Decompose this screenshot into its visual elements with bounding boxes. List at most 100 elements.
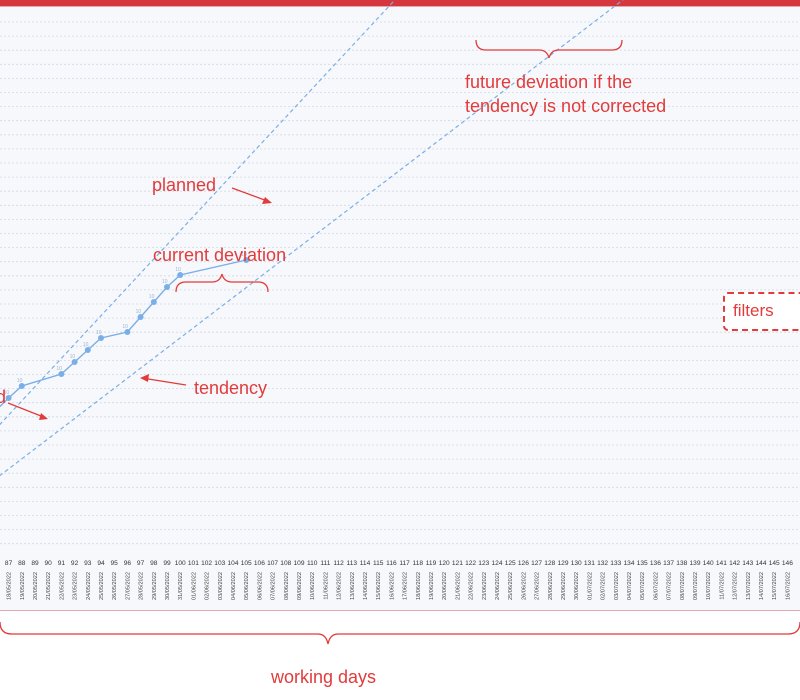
left-arrowhead: [39, 413, 48, 420]
future-deviation-line1: future deviation if the: [465, 72, 632, 92]
x-tick-label: 129: [557, 560, 568, 567]
data-point-label: 10: [70, 354, 76, 360]
x-date-label: 07/06/2022: [271, 572, 277, 600]
x-date-label: 06/07/2022: [653, 572, 659, 600]
tendency-arrow: [141, 377, 187, 386]
data-point-label: 10: [175, 267, 181, 273]
data-point: [124, 329, 131, 335]
x-tick-label: 144: [755, 560, 766, 567]
x-date-label: 21/06/2022: [455, 572, 461, 600]
data-point-label: 10: [241, 252, 247, 258]
x-tick-label: 95: [111, 560, 119, 567]
x-date-label: 25/06/2022: [508, 572, 514, 600]
current-deviation-brace: [175, 273, 269, 293]
data-point: [243, 257, 250, 263]
x-date-label: 09/06/2022: [297, 572, 303, 600]
x-tick-label: 118: [413, 560, 424, 567]
x-tick-label: 120: [439, 560, 450, 567]
x-date-label: 24/05/2022: [86, 572, 92, 600]
x-date-label: 02/07/2022: [601, 572, 607, 600]
data-point: [58, 371, 65, 377]
planned-line: [0, 0, 396, 426]
trend-lines: [0, 0, 624, 477]
x-tick-label: 130: [571, 560, 582, 567]
x-tick-label: 123: [478, 560, 489, 567]
left-arrow: [7, 402, 47, 419]
x-tick-label: 104: [227, 560, 238, 567]
x-tick-label: 87: [5, 560, 13, 567]
x-tick-label: 114: [360, 560, 371, 567]
x-date-label: 13/06/2022: [350, 572, 356, 600]
x-date-label: 29/05/2022: [152, 572, 158, 600]
x-tick-label: 112: [333, 560, 344, 567]
x-tick-label: 106: [254, 560, 265, 567]
x-tick-label: 126: [518, 560, 529, 567]
x-date-label: 11/06/2022: [323, 572, 329, 600]
x-date-label: 11/07/2022: [719, 572, 725, 600]
x-date-label: 26/05/2022: [112, 572, 118, 600]
x-tick-label: 133: [610, 560, 621, 567]
x-tick-label: 96: [124, 560, 132, 567]
x-tick-label: 111: [320, 560, 330, 567]
x-tick-label: 135: [637, 560, 648, 567]
x-tick-label: 143: [742, 560, 753, 567]
data-point-label: 10: [56, 366, 62, 372]
planned-arrowhead: [262, 197, 272, 204]
x-date-label: 05/06/2022: [244, 572, 250, 600]
annotation-shapes: [0, 39, 800, 645]
x-axis: 87 18/05/2022 88 19/05/2022 89 20/05/2022 90 21…: [5, 560, 793, 600]
x-date-label: 28/06/2022: [548, 572, 554, 600]
x-date-label: 02/06/2022: [205, 572, 211, 600]
x-tick-label: 90: [45, 560, 53, 567]
data-point-label: 10: [162, 279, 168, 285]
x-date-label: 08/06/2022: [284, 572, 290, 600]
data-series: 10 10 10 10 10 10 10 10 10 10 10 10: [0, 252, 250, 408]
x-tick-label: 127: [531, 560, 542, 567]
x-tick-label: 146: [782, 560, 793, 567]
future-deviation-line2: tendency is not corrected: [465, 96, 666, 116]
x-date-label: 12/07/2022: [733, 572, 739, 600]
x-tick-label: 101: [188, 560, 199, 567]
x-tick-label: 116: [386, 560, 397, 567]
left-fragment-label: d: [0, 387, 6, 407]
x-tick-label: 98: [150, 560, 158, 567]
x-date-label: 30/05/2022: [165, 572, 171, 600]
x-tick-label: 122: [465, 560, 476, 567]
data-point: [177, 272, 184, 278]
x-tick-label: 121: [452, 560, 463, 567]
x-tick-label: 105: [241, 560, 252, 567]
x-tick-label: 145: [769, 560, 780, 567]
x-tick-label: 102: [201, 560, 212, 567]
x-date-label: 14/06/2022: [363, 572, 369, 600]
x-date-label: 21/05/2022: [46, 572, 52, 600]
x-date-label: 06/06/2022: [257, 572, 263, 600]
data-point: [18, 383, 25, 389]
tendency-label: tendency: [194, 378, 267, 398]
x-tick-label: 94: [97, 560, 105, 567]
top-bar: [0, 0, 800, 6]
x-tick-label: 141: [716, 560, 727, 567]
data-point: [137, 314, 144, 320]
x-date-label: 10/07/2022: [706, 572, 712, 600]
data-point-label: 10: [149, 294, 155, 300]
x-tick-label: 91: [58, 560, 66, 567]
x-date-label: 15/07/2022: [772, 572, 778, 600]
x-date-label: 16/07/2022: [785, 572, 791, 600]
working-days-label: working days: [270, 667, 376, 687]
x-tick-label: 93: [84, 560, 92, 567]
x-date-label: 27/06/2022: [535, 572, 541, 600]
x-tick-label: 108: [280, 560, 291, 567]
x-tick-label: 139: [689, 560, 700, 567]
data-point-label: 10: [4, 390, 10, 396]
x-date-label: 15/06/2022: [376, 572, 382, 600]
x-tick-label: 131: [584, 560, 595, 567]
x-tick-label: 110: [307, 560, 318, 567]
planned-label: planned: [152, 175, 216, 195]
x-date-label: 04/06/2022: [231, 572, 237, 600]
x-tick-label: 128: [544, 560, 555, 567]
current-deviation-label: current deviation: [153, 245, 286, 265]
working-days-brace: [0, 621, 800, 645]
data-point: [150, 299, 157, 305]
x-date-label: 23/05/2022: [73, 572, 79, 600]
